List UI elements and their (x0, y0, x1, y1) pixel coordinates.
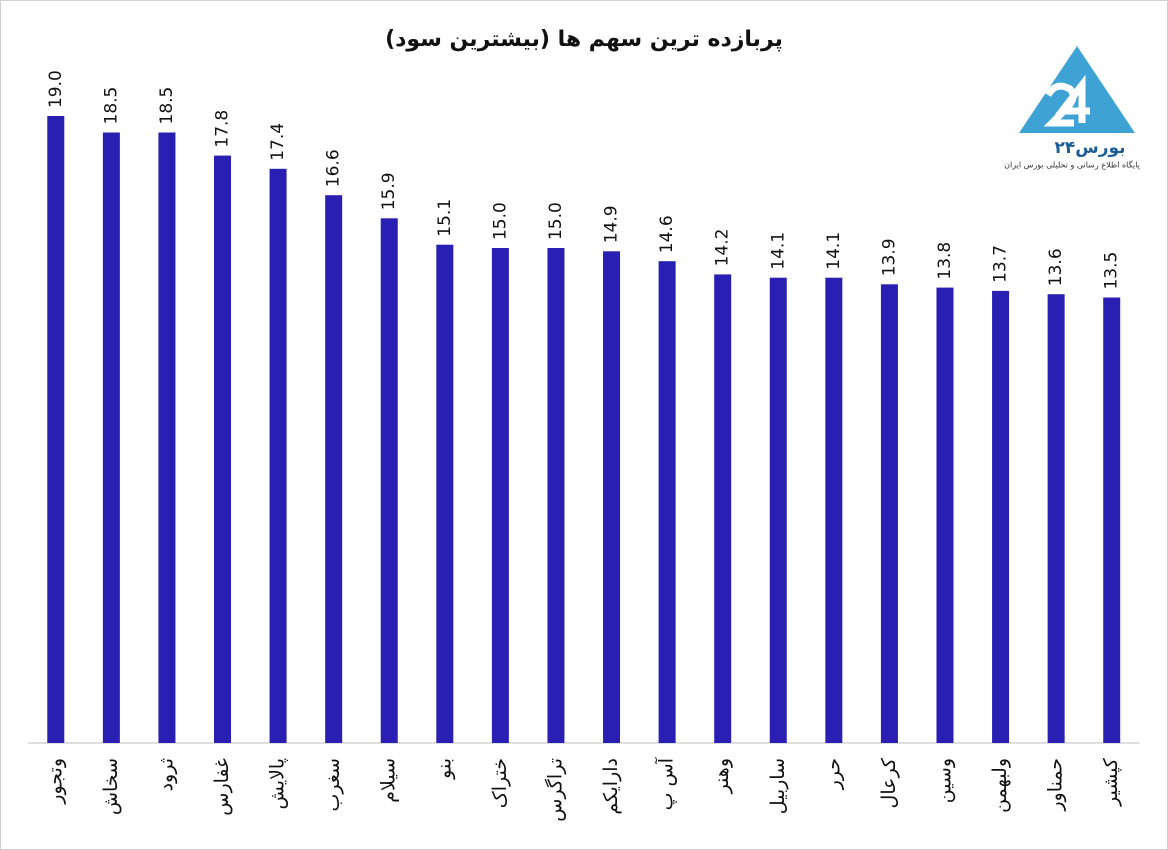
x-tick-label: وهنر (711, 758, 733, 794)
value-label: 14.1 (768, 232, 788, 270)
value-label: 15.0 (490, 202, 510, 240)
x-tick-label: تراگرس (543, 758, 566, 822)
bar (436, 244, 454, 743)
bar (992, 290, 1010, 743)
value-label: 13.8 (935, 242, 955, 280)
bar (825, 277, 843, 743)
value-label: 13.9 (879, 238, 899, 276)
value-label: 15.9 (379, 172, 399, 210)
x-tick-label: سغرب (322, 758, 344, 811)
value-label: 14.6 (657, 215, 677, 253)
bar (380, 218, 398, 744)
x-tick-label: حمناور (1045, 758, 1067, 812)
value-label: 17.4 (268, 123, 288, 161)
x-tick-label: بنو (433, 758, 455, 780)
logo-digits (1043, 74, 1090, 127)
value-label: 13.6 (1046, 248, 1066, 286)
chart-title: پربازده ترین سهم ها (بیشترین سود) (385, 27, 783, 52)
value-label: 14.9 (602, 205, 622, 243)
x-tick-label: ثرود (155, 758, 177, 791)
bar (214, 155, 232, 744)
value-label: 18.5 (157, 87, 177, 125)
value-label: 13.5 (1102, 252, 1122, 290)
bar (547, 248, 565, 743)
bar (47, 116, 65, 743)
value-label: 15.1 (435, 199, 455, 237)
value-label: 16.6 (324, 149, 344, 187)
x-tick-label: ختراک (489, 758, 511, 808)
x-tick-label: ولبهمن (989, 758, 1011, 813)
x-tick-label: وسین (933, 758, 955, 803)
x-tick-label: سیلام (378, 758, 400, 803)
logo: بورس۲۴ پایگاه اطلاع رسانی و تحلیلی بورس … (1004, 46, 1140, 170)
value-label: 15.0 (546, 202, 566, 240)
bar (1103, 297, 1121, 743)
value-label: 14.1 (824, 232, 844, 270)
x-tick-label: کپشیر (1100, 757, 1122, 807)
x-tick-label: سخاش (100, 758, 122, 815)
bar (1047, 294, 1065, 743)
logo-name: بورس۲۴ (1054, 138, 1125, 158)
value-label: 13.7 (991, 245, 1011, 283)
x-tick-label: کرعال (878, 757, 900, 808)
x-tick-label: وتجور (44, 758, 66, 805)
bar (936, 287, 954, 743)
x-tick-label: ساربیل (767, 758, 789, 814)
bar (325, 195, 343, 743)
value-label: 14.2 (713, 229, 733, 267)
x-tick-label: دارایکم (600, 758, 622, 815)
x-tick-label: غفارس (211, 758, 233, 816)
x-tick-label: پالایش (267, 758, 289, 809)
bar (158, 132, 176, 743)
bar (491, 248, 509, 743)
value-label: 17.8 (213, 110, 233, 148)
x-tick-label: آس پ (654, 757, 678, 810)
bar (658, 261, 676, 743)
bar (880, 284, 898, 743)
bar (269, 168, 287, 744)
bar (102, 132, 120, 743)
value-label: 18.5 (101, 87, 121, 125)
bar (714, 274, 732, 743)
bar (603, 251, 621, 744)
logo-tagline: پایگاه اطلاع رسانی و تحلیلی بورس ایران (1004, 160, 1140, 170)
value-label: 19.0 (46, 70, 66, 108)
bar (769, 277, 787, 743)
x-tick-label: حرر (822, 758, 844, 790)
